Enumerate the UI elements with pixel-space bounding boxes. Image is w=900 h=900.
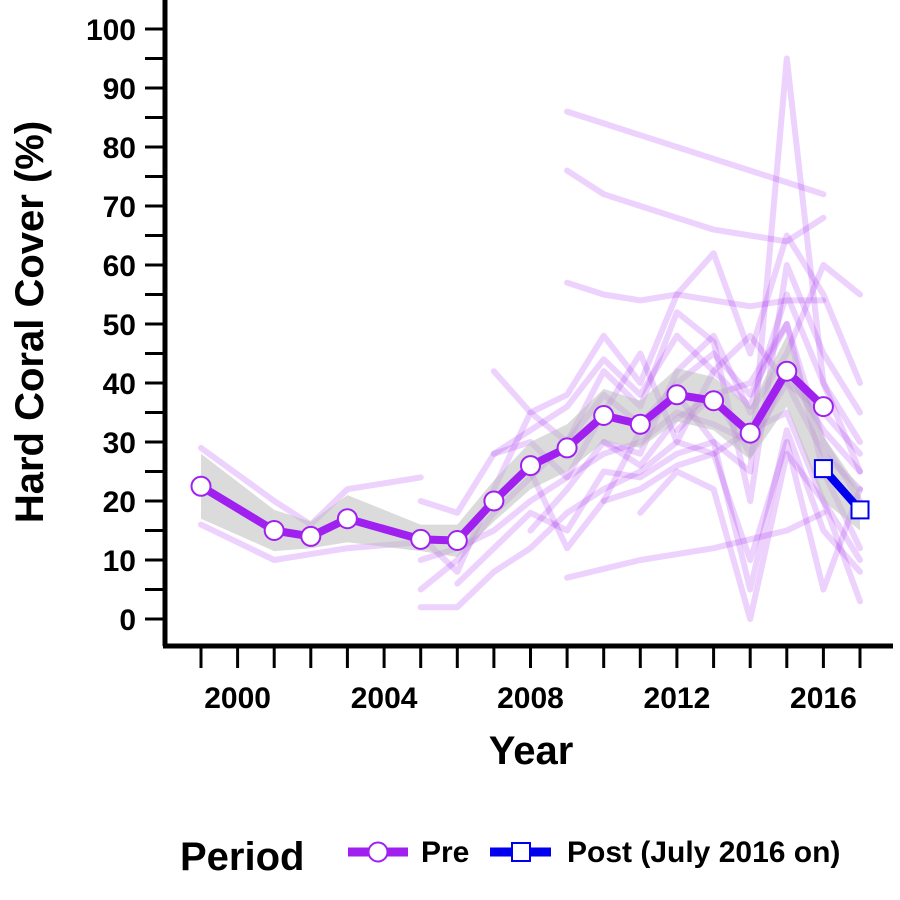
y-axis-title: Hard Coral Cover (%) — [8, 121, 52, 523]
y-tick-label-50: 50 — [103, 309, 136, 342]
site-line-14 — [564, 509, 827, 581]
point-post-july-2016-on-2016 — [813, 459, 833, 479]
x-tick-label-2016: 2016 — [790, 682, 857, 715]
y-tick-label-90: 90 — [103, 73, 136, 106]
axes — [145, 0, 893, 668]
y-tick-label-80: 80 — [103, 132, 136, 165]
x-tick-label-2000: 2000 — [204, 682, 271, 715]
legend-post-label: Post (July 2016 on) — [567, 836, 840, 869]
site-line-11 — [564, 108, 827, 198]
point-pre-2005 — [410, 528, 432, 550]
legend-title: Period — [180, 835, 304, 879]
point-pre-2012 — [666, 384, 688, 406]
x-tick-label-2012: 2012 — [644, 682, 711, 715]
point-pre-2008 — [520, 455, 541, 477]
point-pre-2002 — [300, 525, 322, 547]
site-line-2 — [198, 521, 424, 563]
point-pre-2011 — [629, 413, 651, 435]
point-pre-2016 — [812, 396, 834, 418]
point-pre-2007 — [483, 490, 505, 512]
x-tick-label-2008: 2008 — [497, 682, 564, 715]
y-tick-label-0: 0 — [119, 604, 136, 637]
point-pre-2014 — [739, 422, 761, 444]
legend-pre-label: Pre — [421, 836, 469, 869]
point-pre-2003 — [336, 508, 358, 530]
point-pre-2013 — [703, 390, 725, 412]
legend-item-post: Post (July 2016 on) — [490, 836, 840, 869]
legend: Period Pre Post (July 2016 on) — [180, 835, 840, 879]
legend-item-pre: Pre — [348, 836, 469, 869]
x-tick-label-2004: 2004 — [351, 682, 418, 715]
point-pre-2006 — [446, 530, 468, 551]
site-line-5 — [417, 291, 863, 516]
mean-series-markers — [190, 360, 870, 551]
legend-post-marker — [511, 842, 531, 862]
x-axis-title: Year — [489, 729, 574, 773]
site-line-13 — [564, 279, 827, 310]
y-tick-label-20: 20 — [103, 486, 136, 519]
y-tick-label-60: 60 — [103, 250, 136, 283]
point-pre-2015 — [776, 360, 798, 382]
point-post-july-2016-on-2017 — [850, 500, 870, 520]
legend-pre-marker — [367, 841, 389, 863]
site-line-12 — [564, 167, 827, 245]
site-line-9 — [490, 232, 863, 416]
x-tick-labels: 2000 2004 2008 2012 2016 — [204, 682, 857, 715]
confidence-band — [201, 335, 860, 557]
y-tick-label-10: 10 — [103, 545, 136, 578]
y-tick-label-70: 70 — [103, 191, 136, 224]
site-line-19 — [527, 439, 863, 593]
point-pre-1999 — [190, 475, 212, 497]
point-pre-2009 — [556, 437, 578, 459]
point-pre-2001 — [263, 520, 285, 541]
series-line-pre — [197, 367, 828, 545]
y-tick-label-40: 40 — [103, 368, 136, 401]
confidence-band-layer — [201, 335, 860, 557]
site-line-8 — [454, 427, 863, 593]
point-pre-2010 — [593, 405, 615, 426]
y-tick-labels: 0 10 20 30 40 50 60 70 80 90 100 — [86, 14, 136, 637]
site-line-4 — [417, 409, 863, 611]
y-tick-label-30: 30 — [103, 427, 136, 460]
y-tick-label-100: 100 — [86, 14, 136, 47]
